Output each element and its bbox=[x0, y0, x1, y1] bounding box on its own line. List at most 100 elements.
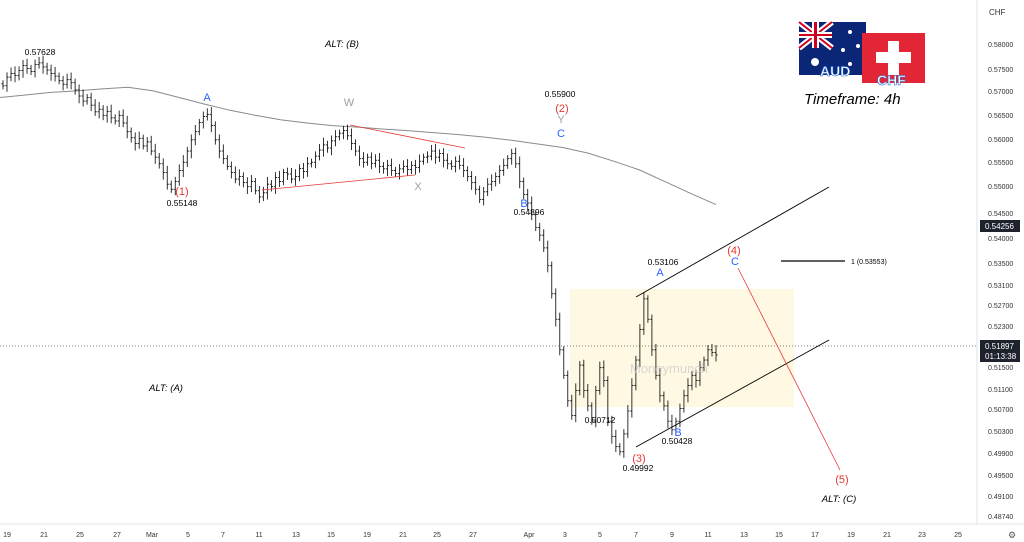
price-tick-label: 0.54500 bbox=[988, 211, 1013, 218]
time-tick-label: 7 bbox=[221, 532, 225, 539]
time-tick-label: 3 bbox=[563, 532, 567, 539]
ma-price-tag: 0.54256 bbox=[980, 220, 1020, 232]
wave-label: A bbox=[203, 92, 211, 104]
price-tick-label: 0.55000 bbox=[988, 184, 1013, 191]
price-tick-label: 0.55500 bbox=[988, 160, 1013, 167]
price-tick-label: 0.56500 bbox=[988, 113, 1013, 120]
price-tick-label: 0.51100 bbox=[988, 387, 1013, 394]
aud-flag-label: AUD bbox=[820, 63, 850, 79]
aud-flag: AUD bbox=[797, 19, 866, 79]
projection-line bbox=[737, 267, 841, 471]
wave-label: (2) bbox=[555, 103, 568, 115]
time-tick-label: 25 bbox=[433, 532, 441, 539]
time-tick-label: 11 bbox=[255, 532, 262, 539]
wave-label: (5) bbox=[835, 474, 848, 486]
red-trendline-upper bbox=[349, 124, 466, 149]
time-tick-label: 9 bbox=[670, 532, 674, 539]
time-tick-label: Apr bbox=[524, 532, 536, 539]
wave-label: ALT: (B) bbox=[324, 39, 359, 50]
time-tick-label: 13 bbox=[740, 532, 748, 539]
countdown-timer: 01:13:38 bbox=[985, 352, 1017, 361]
time-tick-label: Mar bbox=[146, 532, 159, 539]
time-axis[interactable]: 19 21 25 27 Mar 5 7 11 13 15 19 21 25 27 Apr 3 5 7 9 11 13 15… bbox=[3, 532, 962, 539]
wave-annotations: 0.57628A(1)0.55148WXY0.55900(2)CB0.54896… bbox=[25, 39, 857, 505]
svg-text:0.54256: 0.54256 bbox=[985, 222, 1014, 231]
wave-label: 0.50428 bbox=[662, 436, 693, 446]
price-tick-label: 0.56000 bbox=[988, 137, 1013, 144]
wave-label: A bbox=[656, 267, 664, 279]
current-price-tag: 0.51897 01:13:38 bbox=[980, 340, 1020, 362]
price-tick-label: 0.50700 bbox=[988, 407, 1013, 414]
wave-label: 0.53106 bbox=[648, 257, 679, 267]
time-tick-label: 25 bbox=[76, 532, 84, 539]
moving-average-line bbox=[0, 86, 717, 206]
red-trendline-lower bbox=[261, 174, 416, 191]
time-tick-label: 7 bbox=[634, 532, 638, 539]
wave-label: 0.55148 bbox=[167, 198, 198, 208]
price-tick-label: 0.57000 bbox=[988, 89, 1013, 96]
time-tick-label: 15 bbox=[327, 532, 335, 539]
settings-icon[interactable]: ⚙ bbox=[1008, 530, 1016, 540]
price-tick-label: 0.49500 bbox=[988, 473, 1013, 480]
price-tick-label: 0.58000 bbox=[988, 42, 1013, 49]
time-tick-label: 13 bbox=[292, 532, 300, 539]
time-tick-label: 19 bbox=[363, 532, 371, 539]
wave-label: B bbox=[674, 427, 681, 439]
candlestick-series bbox=[1, 55, 718, 458]
price-tick-label: 0.54000 bbox=[988, 236, 1013, 243]
currency-label: CHF bbox=[989, 8, 1006, 17]
wave-label: 0.57628 bbox=[25, 47, 56, 57]
price-axis[interactable]: 0.58000 0.57500 0.57000 0.56500 0.56000 0.555… bbox=[988, 42, 1013, 521]
wave-label: X bbox=[414, 181, 422, 193]
chf-flag: CHF bbox=[862, 33, 925, 88]
time-tick-label: 25 bbox=[954, 532, 962, 539]
time-tick-label: 19 bbox=[3, 532, 11, 539]
wave-label: C bbox=[731, 256, 739, 268]
time-tick-label: 27 bbox=[469, 532, 477, 539]
channel-lower-line bbox=[635, 339, 830, 448]
time-tick-label: 27 bbox=[113, 532, 121, 539]
wave-label: B bbox=[520, 198, 527, 210]
price-tick-label: 0.52700 bbox=[988, 303, 1013, 310]
time-tick-label: 15 bbox=[775, 532, 783, 539]
watermark: Moneymunch bbox=[630, 361, 708, 376]
price-tick-label: 0.48740 bbox=[988, 514, 1013, 521]
wave-label: (3) bbox=[632, 453, 645, 465]
timeframe-label: Timeframe: 4h bbox=[804, 91, 901, 108]
wave-label: 0.54896 bbox=[514, 207, 545, 217]
wave-label: 0.49992 bbox=[623, 463, 654, 473]
price-tick-label: 0.53100 bbox=[988, 283, 1013, 290]
channel-upper-line bbox=[635, 186, 830, 298]
wave-label: W bbox=[344, 97, 355, 109]
time-tick-label: 11 bbox=[704, 532, 711, 539]
wave-label: Y bbox=[557, 114, 565, 126]
wave-label: ALT: (A) bbox=[148, 383, 183, 394]
price-tick-label: 0.51500 bbox=[988, 365, 1013, 372]
time-tick-label: 21 bbox=[40, 532, 48, 539]
current-price-value: 0.51897 bbox=[985, 342, 1014, 351]
price-tick-label: 0.53500 bbox=[988, 261, 1013, 268]
price-tick-label: 0.52300 bbox=[988, 324, 1013, 331]
wave-label: 0.50712 bbox=[585, 415, 616, 425]
time-tick-label: 5 bbox=[598, 532, 602, 539]
chf-flag-label: CHF bbox=[877, 72, 906, 88]
time-tick-label: 5 bbox=[186, 532, 190, 539]
wave-label: (1) bbox=[175, 186, 188, 198]
time-tick-label: 17 bbox=[811, 532, 819, 539]
wave-label: ALT: (C) bbox=[821, 494, 856, 505]
time-tick-label: 23 bbox=[918, 532, 926, 539]
wave-label: (4) bbox=[727, 245, 740, 257]
price-tick-label: 0.50300 bbox=[988, 429, 1013, 436]
target-level-label: 1 (0.53553) bbox=[851, 259, 887, 266]
price-tick-label: 0.57500 bbox=[988, 67, 1013, 74]
wave-label: 0.55900 bbox=[545, 89, 576, 99]
time-tick-label: 21 bbox=[399, 532, 407, 539]
consolidation-zone bbox=[570, 289, 794, 407]
wave-label: C bbox=[557, 128, 565, 140]
price-tick-label: 0.49100 bbox=[988, 494, 1013, 501]
time-tick-label: 21 bbox=[883, 532, 891, 539]
price-tick-label: 0.49900 bbox=[988, 451, 1013, 458]
time-tick-label: 19 bbox=[847, 532, 855, 539]
